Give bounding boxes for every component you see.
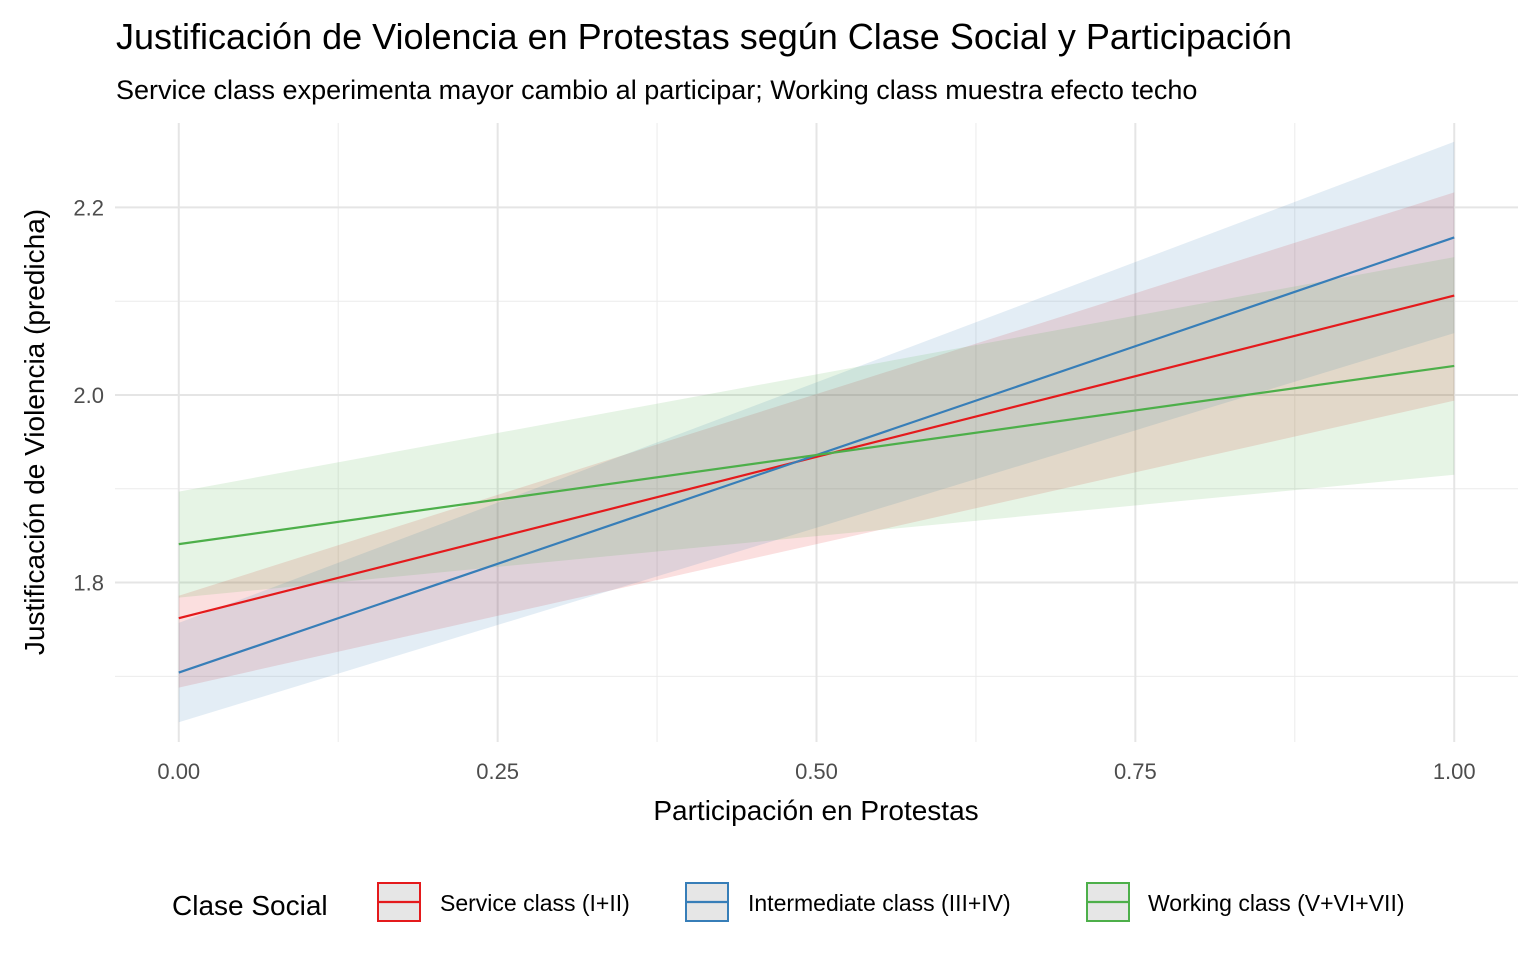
x-tick-label: 0.50: [795, 759, 838, 784]
legend-label: Working class (V+VI+VII): [1148, 890, 1405, 916]
x-axis-ticks: 0.00 0.25 0.50 0.75 1.00: [157, 759, 1475, 784]
legend-item: Intermediate class (III+IV): [685, 882, 1011, 922]
x-tick-label: 0.25: [476, 759, 519, 784]
line-working-class-v-vi-vii: [178, 364, 1455, 546]
chart-title: Justificación de Violencia en Protestas …: [116, 16, 1292, 57]
x-tick-label: 1.00: [1433, 759, 1476, 784]
y-axis-title: Justificación de Violencia (predicha): [19, 209, 50, 655]
legend-label: Intermediate class (III+IV): [748, 890, 1011, 916]
x-axis-title: Participación en Protestas: [653, 795, 978, 826]
chart-subtitle: Service class experimenta mayor cambio a…: [116, 75, 1197, 105]
series-lines: [178, 236, 1455, 674]
y-tick-label: 2.0: [73, 383, 104, 408]
legend-item: Working class (V+VI+VII): [1086, 882, 1405, 922]
y-tick-label: 2.2: [73, 195, 104, 220]
legend-item: Service class (I+II): [377, 882, 630, 922]
y-tick-label: 1.8: [73, 571, 104, 596]
x-tick-label: 0.75: [1114, 759, 1157, 784]
grid: [115, 123, 1518, 742]
legend-label: Service class (I+II): [440, 890, 630, 916]
x-tick-label: 0.00: [157, 759, 200, 784]
band-working-class-v-vi-vii: [178, 257, 1455, 598]
legend-title: Clase Social: [172, 890, 328, 921]
line-service-class-i-ii: [178, 294, 1455, 620]
band-intermediate-class-iii-iv: [178, 141, 1455, 723]
y-axis-ticks: 1.8 2.0 2.2: [73, 195, 104, 595]
legend: Clase Social Service class (I+II) Interme…: [172, 882, 1405, 922]
